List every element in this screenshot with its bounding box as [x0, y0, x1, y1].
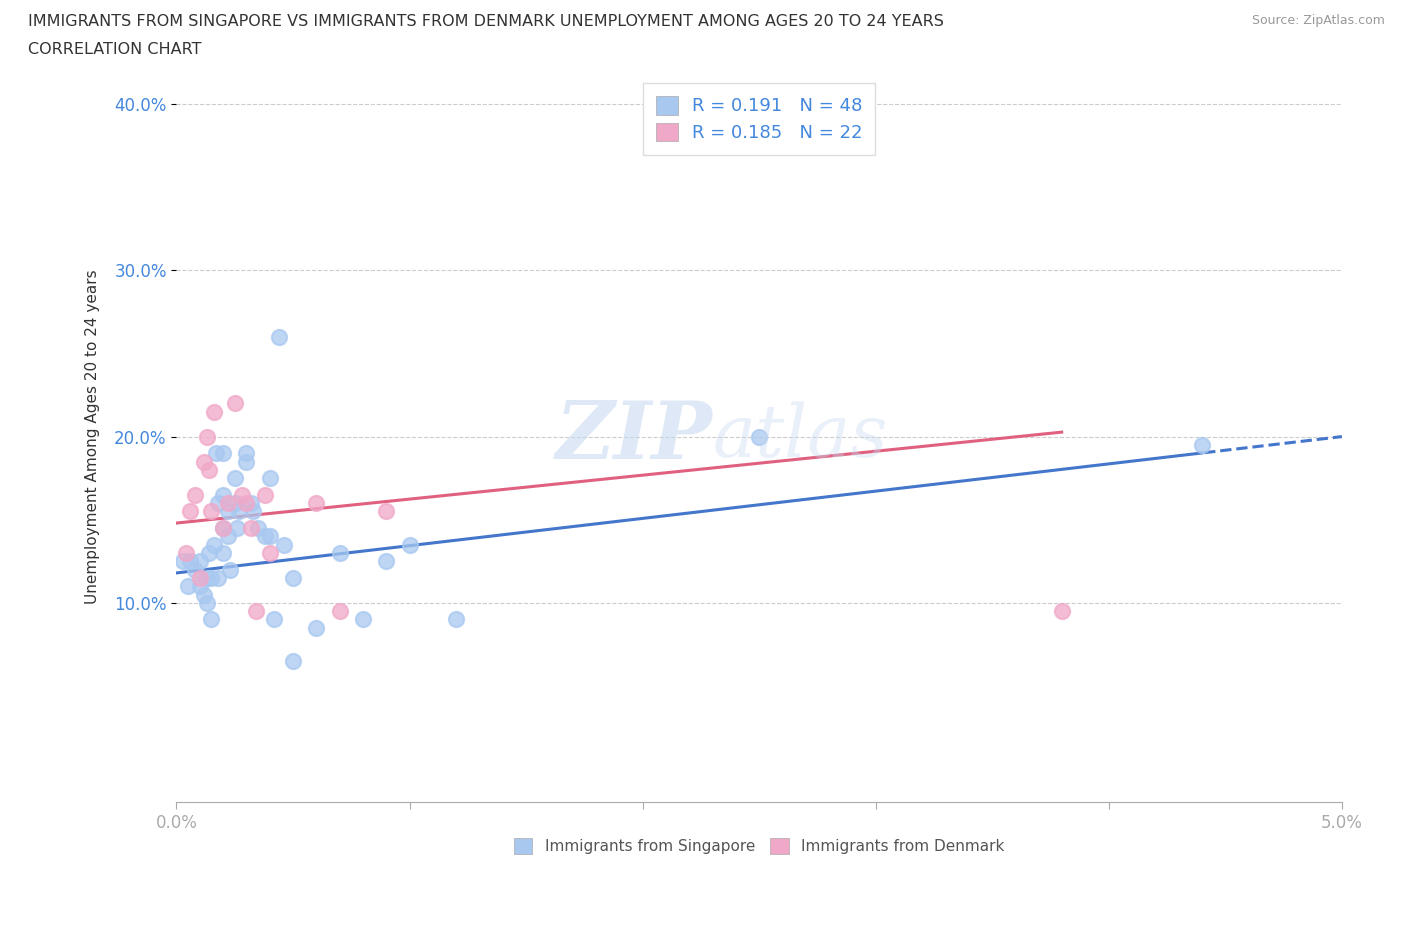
Point: [235, 496, 257, 511]
Point: [179, 504, 201, 519]
Point: [212, 521, 235, 536]
Point: [224, 396, 246, 411]
Point: [329, 546, 352, 561]
Point: [193, 587, 215, 602]
Point: [212, 445, 235, 460]
Point: [253, 529, 276, 544]
Point: [246, 521, 269, 536]
Point: [188, 570, 211, 585]
Point: [202, 405, 225, 419]
Point: [212, 487, 235, 502]
Point: [235, 445, 257, 460]
Point: [174, 546, 197, 561]
Point: [219, 562, 242, 577]
Point: [198, 546, 221, 561]
Point: [352, 612, 374, 627]
Y-axis label: Unemployment Among Ages 20 to 24 years: Unemployment Among Ages 20 to 24 years: [86, 270, 100, 604]
Text: CORRELATION CHART: CORRELATION CHART: [28, 42, 201, 57]
Point: [217, 504, 239, 519]
Point: [224, 496, 246, 511]
Point: [179, 554, 201, 569]
Point: [273, 538, 295, 552]
Point: [231, 487, 253, 502]
Point: [202, 538, 225, 552]
Point: [184, 562, 207, 577]
Point: [375, 554, 398, 569]
Point: [253, 487, 276, 502]
Text: atlas: atlas: [713, 402, 889, 472]
Point: [207, 496, 229, 511]
Point: [188, 578, 211, 593]
Point: [207, 570, 229, 585]
Point: [263, 612, 285, 627]
Point: [212, 521, 235, 536]
Point: [217, 496, 239, 511]
Point: [184, 487, 207, 502]
Point: [259, 529, 281, 544]
Point: [193, 454, 215, 469]
Point: [267, 329, 290, 344]
Point: [748, 429, 770, 444]
Point: [200, 612, 222, 627]
Point: [305, 620, 328, 635]
Point: [235, 454, 257, 469]
Point: [444, 612, 467, 627]
Point: [398, 538, 420, 552]
Point: [172, 554, 194, 569]
Point: [281, 570, 304, 585]
Point: [205, 445, 228, 460]
Point: [305, 496, 328, 511]
Point: [281, 654, 304, 669]
Legend: Immigrants from Singapore, Immigrants from Denmark: Immigrants from Singapore, Immigrants fr…: [508, 832, 1011, 860]
Point: [177, 578, 200, 593]
Text: Source: ZipAtlas.com: Source: ZipAtlas.com: [1251, 14, 1385, 27]
Point: [200, 570, 222, 585]
Point: [195, 429, 218, 444]
Point: [259, 546, 281, 561]
Text: IMMIGRANTS FROM SINGAPORE VS IMMIGRANTS FROM DENMARK UNEMPLOYMENT AMONG AGES 20 : IMMIGRANTS FROM SINGAPORE VS IMMIGRANTS …: [28, 14, 943, 29]
Point: [240, 521, 263, 536]
Point: [200, 504, 222, 519]
Point: [226, 521, 249, 536]
Point: [217, 529, 239, 544]
Point: [188, 554, 211, 569]
Point: [245, 604, 267, 618]
Point: [242, 504, 264, 519]
Point: [228, 504, 250, 519]
Text: ZIP: ZIP: [555, 398, 713, 475]
Point: [329, 604, 352, 618]
Point: [259, 471, 281, 485]
Point: [198, 462, 221, 477]
Point: [195, 595, 218, 610]
Point: [1050, 604, 1073, 618]
Point: [224, 471, 246, 485]
Point: [212, 546, 235, 561]
Point: [375, 504, 398, 519]
Point: [195, 570, 218, 585]
Point: [240, 496, 263, 511]
Point: [1191, 437, 1213, 452]
